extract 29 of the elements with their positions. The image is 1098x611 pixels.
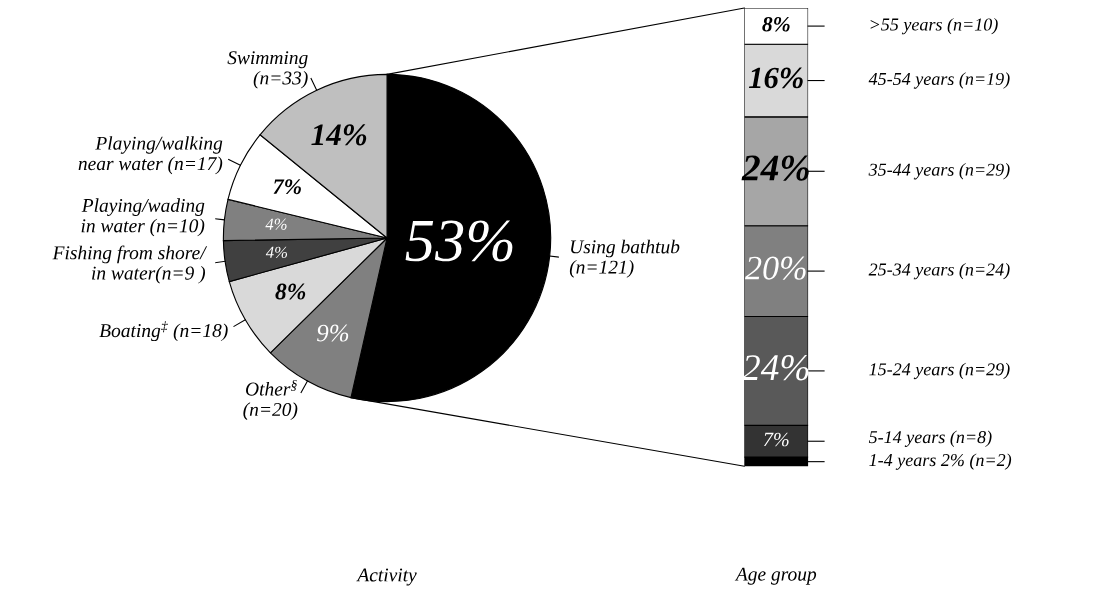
slice-label: Other$^{§}$ (n=20) xyxy=(243,379,298,420)
data-label: 16% xyxy=(749,67,803,89)
data-label: 4% xyxy=(265,246,288,259)
text: Activity xyxy=(356,568,417,586)
text: >55 years (n=10) xyxy=(870,17,998,35)
data-label: 20% xyxy=(744,256,806,280)
text: 1-4 years 2% (n=2) xyxy=(869,453,1012,470)
data-label: 7% xyxy=(273,179,301,195)
text: 35-44 years (n=29) xyxy=(868,163,1010,180)
data-label: 8% xyxy=(275,283,306,300)
slice-label: Playing/wading in water (n=10) xyxy=(81,198,205,237)
data-label: 7% xyxy=(764,432,789,447)
text: 15-24 years (n=29) xyxy=(869,362,1010,380)
data-label: 9% xyxy=(317,324,349,342)
slice-label: Playing/walking near water (n=17) xyxy=(78,136,223,175)
slice-label: Boating$^{‡}$ (n=18) xyxy=(99,321,228,342)
data-label: 53% xyxy=(405,220,513,262)
x-axis-title: Age group xyxy=(734,567,817,585)
slice-label: Swimming (n=33) xyxy=(227,51,308,89)
slice-label: Fishing from shore/ in water(n=9 ) xyxy=(52,245,208,284)
data-label: 24% xyxy=(741,155,809,181)
data-label: 4% xyxy=(265,218,287,230)
data-label: 8% xyxy=(762,16,790,32)
slice-label: Using bathtub (n=121) xyxy=(569,239,680,278)
text: 45-54 years (n=19) xyxy=(868,72,1010,89)
text: 25-34 years (n=24) xyxy=(868,262,1010,280)
data-label: 24% xyxy=(742,355,809,381)
text: 5-14 years (n=8) xyxy=(868,430,992,447)
data-label: 14% xyxy=(311,124,367,146)
